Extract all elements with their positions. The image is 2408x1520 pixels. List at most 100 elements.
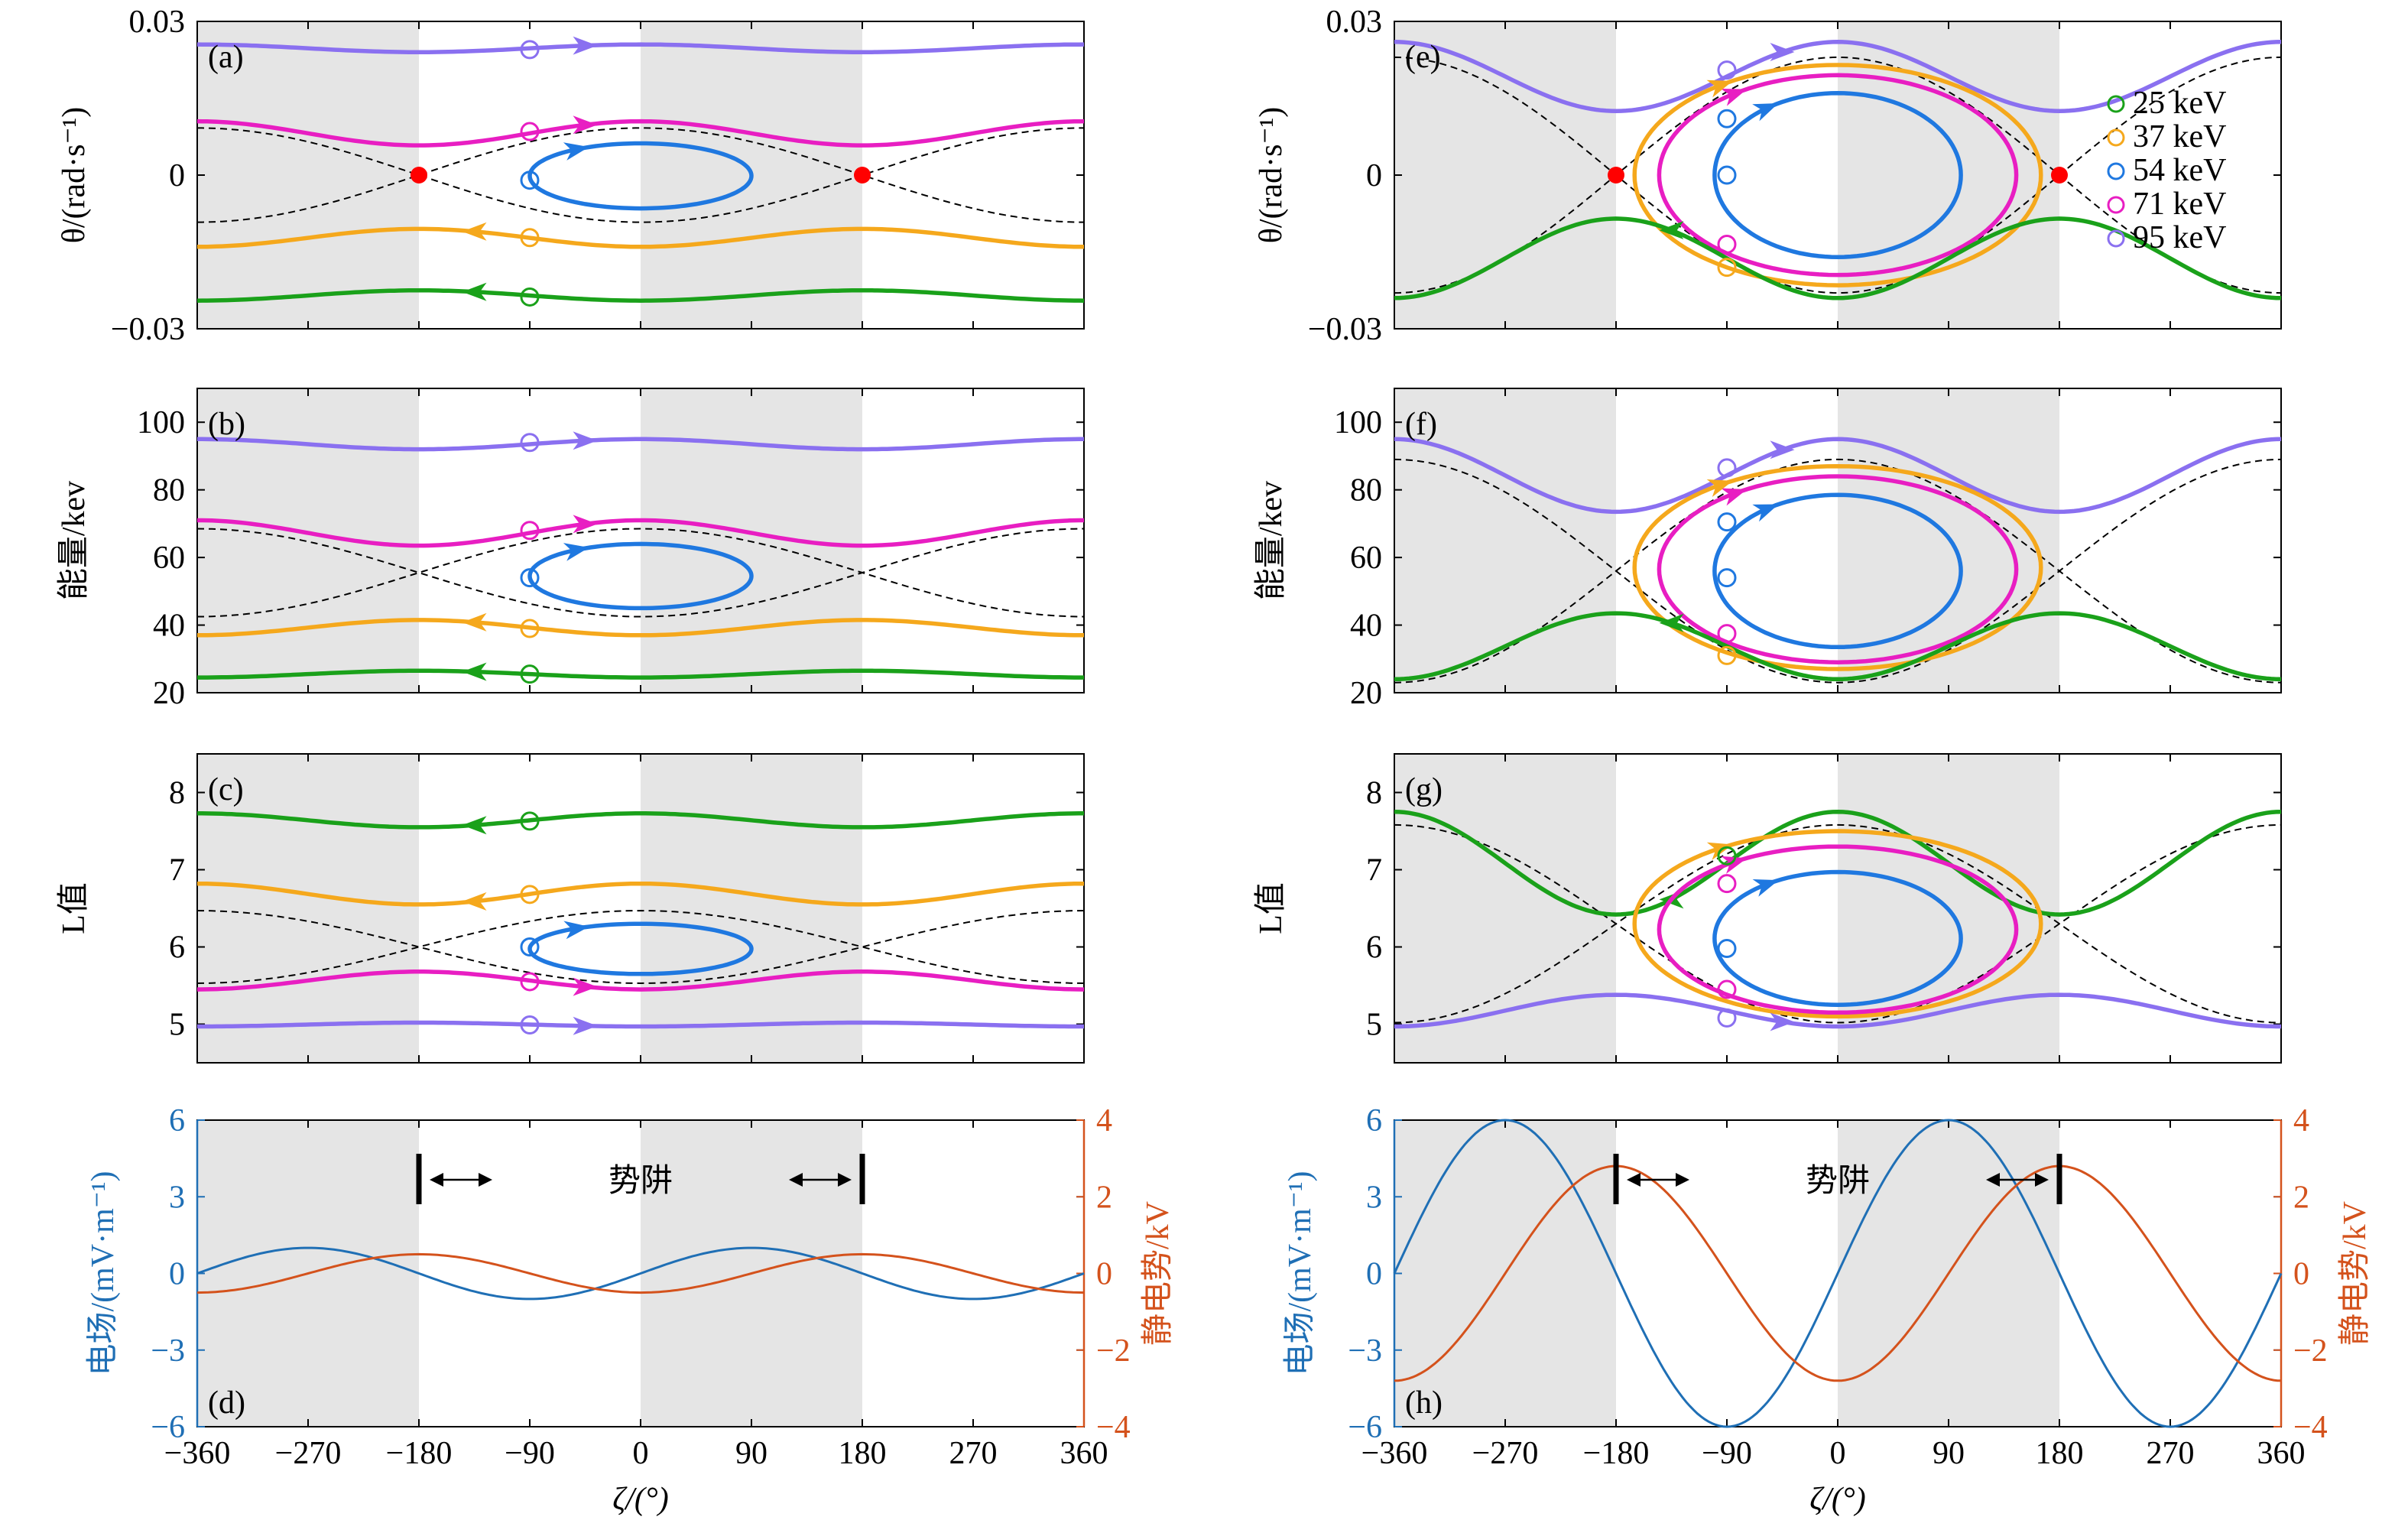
- shaded-region: [197, 754, 419, 1063]
- y-axis-label: 能量/kev: [57, 481, 92, 600]
- direction-arrow: [573, 115, 598, 135]
- panel-label: (c): [208, 772, 244, 807]
- potential-curve: [1394, 1164, 2282, 1382]
- y-axis-label: 电场/(mV·m⁻¹): [86, 1171, 121, 1375]
- start-marker: [1717, 234, 1737, 254]
- start-marker: [1717, 979, 1737, 999]
- trajectory-71-keV: [1657, 73, 2019, 278]
- y-tick-label: 8: [1366, 776, 1382, 811]
- start-marker: [520, 228, 540, 248]
- y-tick-label-right: −4: [2293, 1410, 2328, 1445]
- direction-arrow: [1720, 88, 1748, 106]
- x-tick-label: −90: [505, 1436, 555, 1471]
- direction-arrow: [1706, 80, 1733, 98]
- efield-curve: [196, 1246, 1085, 1301]
- legend-label: 37 keV: [2133, 119, 2226, 154]
- legend-label: 25 keV: [2133, 86, 2226, 121]
- x-tick-label: 180: [2036, 1436, 2084, 1471]
- y-axis-label: θ/(rad·s⁻¹): [1254, 107, 1289, 243]
- x-tick-label: 0: [633, 1436, 649, 1471]
- x-tick-label: −180: [386, 1436, 453, 1471]
- y-tick-label: 0: [169, 1257, 185, 1292]
- direction-arrow: [462, 892, 487, 911]
- direction-arrow: [573, 977, 598, 996]
- trajectory-25-keV: [1394, 216, 2282, 300]
- start-marker: [520, 171, 540, 190]
- separatrix-upper: [1394, 823, 2282, 925]
- x-tick-label: −270: [1472, 1436, 1539, 1471]
- panel-label: (a): [208, 40, 244, 75]
- direction-arrow: [462, 816, 487, 835]
- start-marker: [1717, 568, 1737, 588]
- trajectory-71-keV: [196, 969, 1085, 992]
- direction-arrow: [462, 662, 487, 681]
- trajectory-37-keV: [197, 618, 1084, 638]
- y-tick-label: 60: [1350, 541, 1382, 576]
- start-marker: [520, 885, 540, 905]
- trajectory-37-keV: [1632, 63, 2043, 287]
- trajectory-95-keV: [1394, 992, 2281, 1029]
- y-tick-label: −0.03: [111, 312, 185, 347]
- y-tick-label: −0.03: [1308, 312, 1382, 347]
- separatrix-upper: [1394, 56, 2282, 177]
- legend-label: 71 keV: [2133, 187, 2226, 222]
- separatrix-lower: [197, 571, 1084, 618]
- start-marker: [520, 568, 540, 588]
- y-tick-label: 20: [1350, 676, 1382, 711]
- x-axis-label: ζ/(°): [1809, 1482, 1865, 1517]
- trajectory-25-keV: [1394, 810, 2282, 917]
- x-tick-label: 90: [735, 1436, 768, 1471]
- separatrix-lower: [197, 174, 1084, 223]
- start-marker: [520, 521, 540, 541]
- trap-arrow-head: [1676, 1173, 1689, 1187]
- separatrix-upper: [196, 528, 1085, 574]
- direction-arrow: [1752, 103, 1779, 122]
- trap-arrow-head: [479, 1173, 492, 1187]
- y-axis-label-right: 静电势/kV: [2338, 1201, 2373, 1346]
- y-tick-label: −3: [151, 1333, 185, 1369]
- direction-arrow: [563, 921, 589, 940]
- x-tick-label: 0: [1830, 1436, 1846, 1471]
- y-tick-label: −6: [151, 1410, 185, 1445]
- direction-arrow: [573, 515, 598, 534]
- y-tick-label: 60: [153, 541, 185, 576]
- separatrix-lower: [1394, 922, 2282, 1024]
- trajectory-54-keV: [1712, 492, 1963, 650]
- y-tick-label-right: 4: [1096, 1103, 1112, 1138]
- y-tick-label: 20: [153, 676, 185, 711]
- start-marker: [1717, 846, 1737, 866]
- panel-label: (h): [1405, 1385, 1443, 1421]
- trajectory-54-keV: [1712, 869, 1963, 1008]
- start-marker: [520, 664, 540, 684]
- shaded-region: [641, 754, 862, 1063]
- y-tick-label-right: −2: [2293, 1333, 2328, 1369]
- y-tick-label: 3: [169, 1180, 185, 1215]
- direction-arrow: [462, 222, 487, 241]
- start-marker: [1717, 512, 1737, 532]
- y-tick-label: 7: [169, 853, 185, 888]
- y-tick-label: 0.03: [129, 5, 186, 40]
- trajectory-54-keV: [527, 921, 754, 976]
- x-tick-label: 360: [2257, 1436, 2306, 1471]
- y-tick-label: 6: [1366, 931, 1382, 966]
- start-marker: [520, 937, 540, 956]
- trap-arrow-head: [2035, 1173, 2049, 1187]
- direction-arrow: [1659, 221, 1684, 240]
- y-tick-label: 40: [153, 609, 185, 644]
- start-marker: [1717, 645, 1737, 665]
- trajectory-95-keV: [1394, 437, 2282, 515]
- y-axis-label: L值: [57, 882, 92, 934]
- legend-marker: [2107, 128, 2125, 147]
- saddle-point: [854, 167, 871, 184]
- separatrix-lower: [1394, 570, 2282, 684]
- panel-label: (g): [1405, 772, 1443, 807]
- start-marker: [1717, 1008, 1737, 1028]
- legend-marker: [2107, 95, 2125, 113]
- x-tick-label: 360: [1060, 1436, 1108, 1471]
- trajectory-71-keV: [1657, 844, 2019, 1015]
- y-axis-label-right: 静电势/kV: [1141, 1201, 1176, 1346]
- trajectory-71-keV: [196, 119, 1085, 148]
- y-tick-label: 5: [169, 1008, 185, 1043]
- direction-arrow: [1706, 479, 1733, 497]
- legend-marker: [2107, 229, 2125, 248]
